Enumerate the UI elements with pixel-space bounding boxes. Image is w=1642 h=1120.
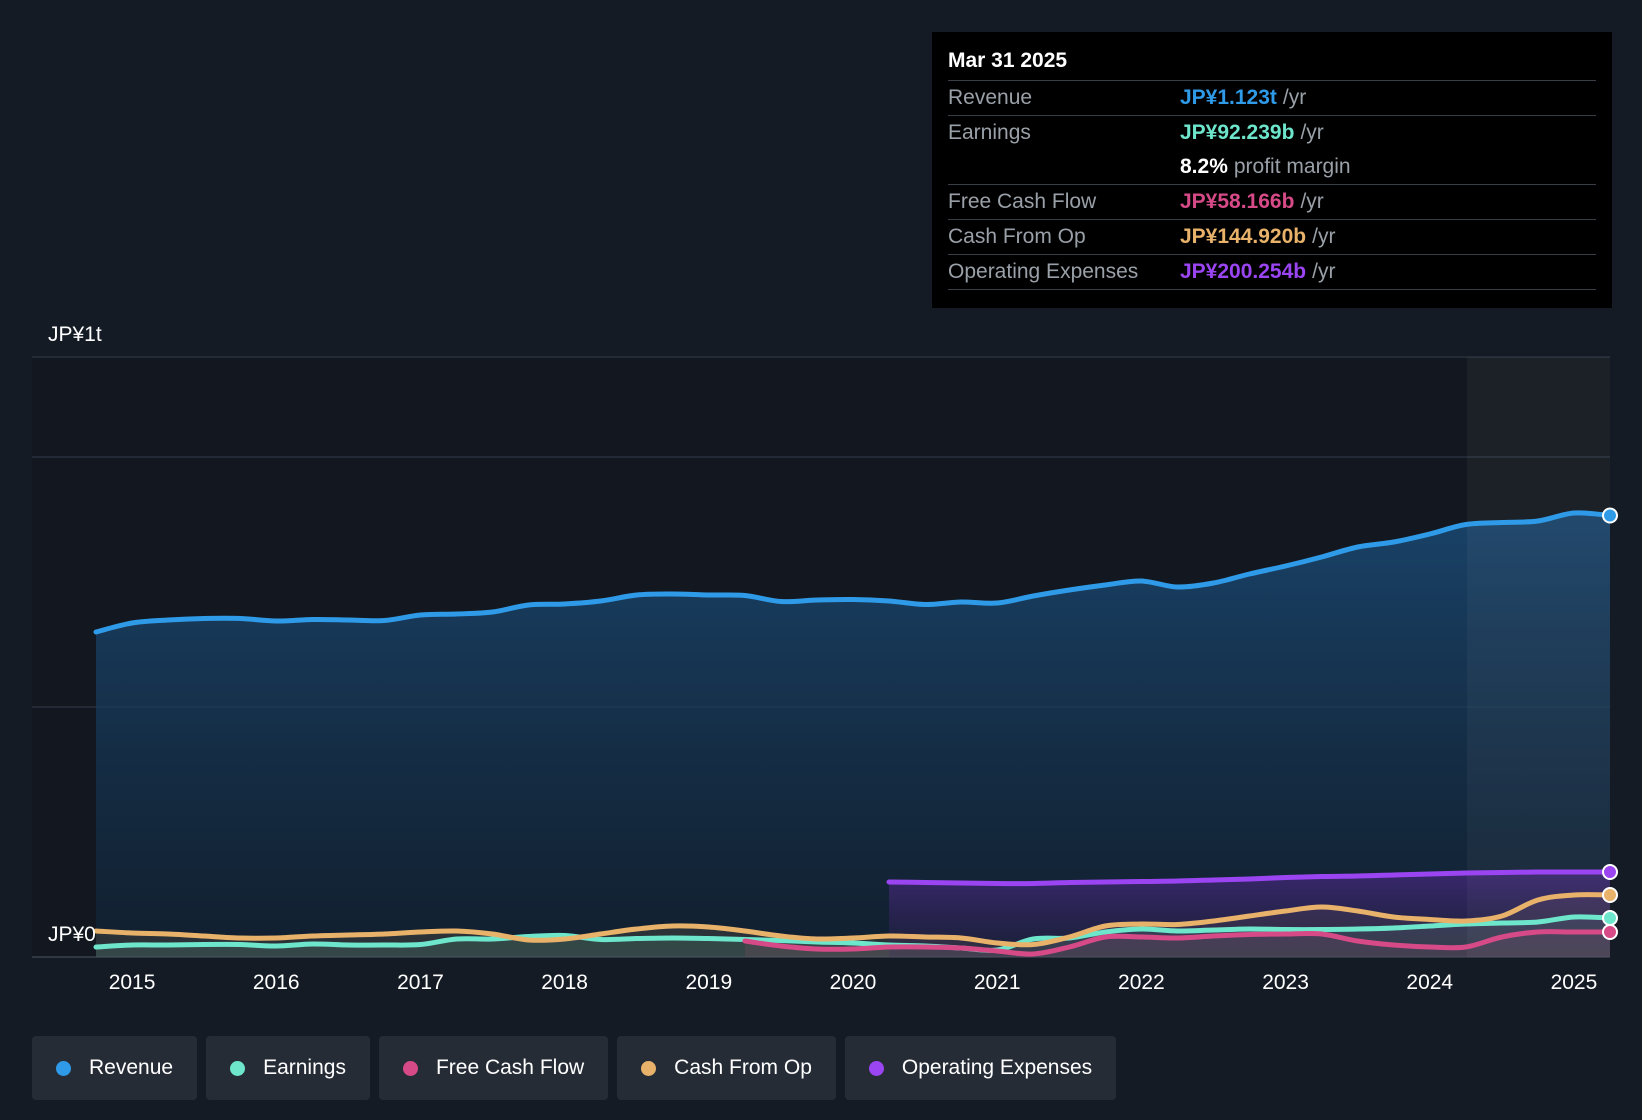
tooltip-unit: /yr bbox=[1312, 260, 1336, 283]
tooltip-date: Mar 31 2025 bbox=[948, 46, 1596, 81]
tooltip-label: Earnings bbox=[948, 121, 1031, 144]
tooltip-row-revenue: Revenue JP¥1.123t /yr bbox=[948, 81, 1596, 116]
x-tick-label: 2024 bbox=[1406, 971, 1453, 994]
highlight-region bbox=[1467, 357, 1610, 957]
tooltip-row-free-cash-flow: Free Cash Flow JP¥58.166b /yr bbox=[948, 185, 1596, 220]
legend-label: Revenue bbox=[89, 1056, 174, 1079]
legend-item-cash-from-op[interactable]: Cash From Op bbox=[617, 1036, 836, 1100]
tooltip-row-earnings: Earnings JP¥92.239b /yr bbox=[948, 116, 1596, 150]
tooltip-value: JP¥1.123t bbox=[1180, 86, 1277, 109]
tooltip-row-operating-expenses: Operating Expenses JP¥200.254b /yr bbox=[948, 255, 1596, 290]
tooltip-unit: /yr bbox=[1300, 121, 1324, 144]
x-tick-label: 2018 bbox=[541, 971, 588, 994]
tooltip-unit: profit margin bbox=[1233, 155, 1351, 178]
legend-dot-icon bbox=[402, 1060, 418, 1076]
legend-item-revenue[interactable]: Revenue bbox=[32, 1036, 198, 1100]
y-tick-label: JP¥1t bbox=[48, 323, 102, 346]
endpoint-free-cash-flow bbox=[1602, 924, 1618, 940]
legend-label: Free Cash Flow bbox=[435, 1056, 585, 1079]
legend-label: Earnings bbox=[263, 1056, 346, 1079]
legend-item-free-cash-flow[interactable]: Free Cash Flow bbox=[378, 1036, 609, 1100]
endpoint-cash-from-op bbox=[1602, 887, 1618, 903]
legend-dot-icon bbox=[641, 1060, 657, 1076]
line-earnings bbox=[93, 914, 1613, 953]
x-tick-label: 2016 bbox=[253, 971, 300, 994]
x-tick-label: 2015 bbox=[109, 971, 156, 994]
line-free-cash-flow bbox=[742, 929, 1613, 957]
tooltip-row-profit-margin: 8.2% profit margin bbox=[948, 150, 1596, 185]
tooltip-label: Free Cash Flow bbox=[948, 190, 1097, 213]
endpoint-operating-expenses bbox=[1602, 864, 1618, 880]
tooltip-value: JP¥92.239b bbox=[1180, 121, 1295, 144]
legend-item-operating-expenses[interactable]: Operating Expenses bbox=[844, 1036, 1117, 1100]
tooltip-unit: /yr bbox=[1300, 190, 1324, 213]
tooltip-unit: /yr bbox=[1282, 86, 1307, 109]
legend: Revenue Earnings Free Cash Flow Cash Fro… bbox=[32, 1036, 1117, 1100]
line-revenue bbox=[93, 510, 1613, 635]
legend-dot-icon bbox=[230, 1060, 246, 1076]
tooltip-value: JP¥58.166b bbox=[1180, 190, 1295, 213]
x-tick-label: 2025 bbox=[1551, 971, 1598, 994]
legend-item-earnings[interactable]: Earnings bbox=[206, 1036, 370, 1100]
x-tick-label: 2019 bbox=[685, 971, 732, 994]
x-tick-label: 2023 bbox=[1262, 971, 1309, 994]
line-operating-expenses bbox=[886, 869, 1613, 887]
tooltip-value: JP¥200.254b bbox=[1180, 260, 1307, 283]
x-tick-label: 2020 bbox=[830, 971, 877, 994]
area-revenue bbox=[96, 512, 1610, 957]
tooltip-value: JP¥144.920b bbox=[1180, 225, 1307, 248]
legend-dot-icon bbox=[868, 1060, 884, 1076]
y-tick-label: JP¥0 bbox=[48, 923, 96, 946]
tooltip-label: Cash From Op bbox=[948, 225, 1086, 248]
tooltip-label: Operating Expenses bbox=[948, 260, 1139, 283]
tooltip-value: 8.2% bbox=[1180, 155, 1228, 178]
legend-label: Operating Expenses bbox=[901, 1056, 1093, 1079]
legend-dot-icon bbox=[56, 1060, 71, 1076]
line-cash-from-op bbox=[93, 892, 1613, 948]
tooltip-label: Revenue bbox=[948, 86, 1033, 109]
x-tick-label: 2017 bbox=[397, 971, 444, 994]
x-tick-label: 2022 bbox=[1118, 971, 1165, 994]
endpoint-earnings bbox=[1602, 910, 1618, 926]
x-tick-label: 2021 bbox=[974, 971, 1021, 994]
endpoint-revenue bbox=[1602, 507, 1618, 524]
tooltip-unit: /yr bbox=[1312, 225, 1336, 248]
legend-label: Cash From Op bbox=[674, 1056, 812, 1079]
tooltip-row-cash-from-op: Cash From Op JP¥144.920b /yr bbox=[948, 220, 1596, 255]
tooltip: Mar 31 2025 Revenue JP¥1.123t /yr Earnin… bbox=[932, 32, 1612, 308]
